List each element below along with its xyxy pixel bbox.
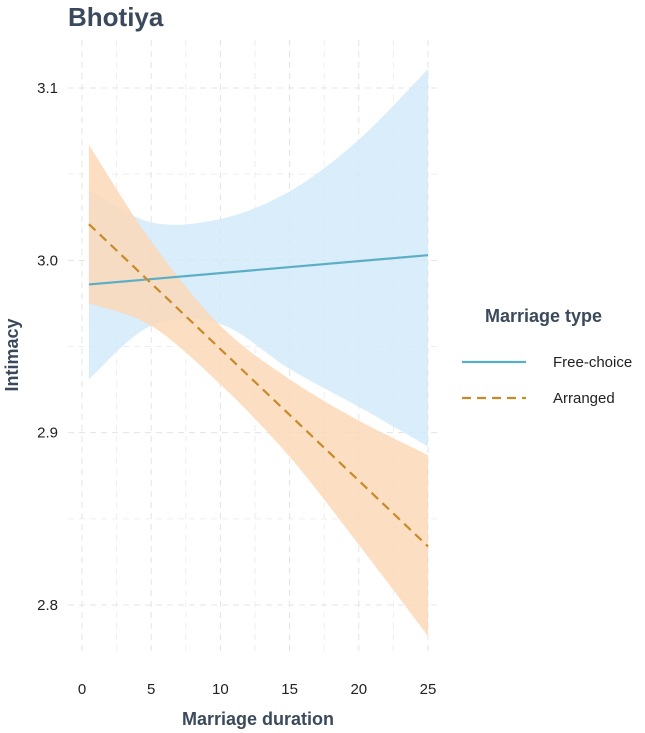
- legend-title: Marriage type: [485, 306, 602, 326]
- y-tick-label: 3.0: [37, 252, 58, 269]
- chart-title: Bhotiya: [68, 2, 164, 32]
- x-axis-ticks: 0 5 10 15 20 25: [78, 681, 437, 698]
- x-tick-label: 15: [281, 681, 298, 698]
- y-tick-label: 2.9: [37, 425, 58, 442]
- legend-label: Free-choice: [553, 354, 632, 371]
- legend-label: Arranged: [553, 390, 615, 407]
- confidence-bands: [88, 69, 429, 636]
- x-tick-label: 0: [78, 681, 86, 698]
- legend: Marriage type Free-choice Arranged: [462, 306, 632, 407]
- x-tick-label: 10: [212, 681, 229, 698]
- series-line-free-choice: [88, 254, 429, 286]
- legend-items: Free-choice Arranged: [462, 354, 632, 407]
- x-tick-label: 25: [420, 681, 437, 698]
- x-tick-label: 5: [147, 681, 155, 698]
- x-axis-title: Marriage duration: [182, 709, 334, 729]
- legend-item-free-choice: Free-choice: [462, 354, 632, 371]
- y-tick-label: 3.1: [37, 80, 58, 97]
- x-tick-label: 20: [350, 681, 367, 698]
- y-axis-title: Intimacy: [2, 318, 22, 391]
- y-tick-label: 2.8: [37, 597, 58, 614]
- confidence-band-free-choice: [88, 69, 429, 447]
- y-axis-ticks: 2.8 2.9 3.0 3.1: [37, 80, 58, 614]
- legend-item-arranged: Arranged: [462, 390, 615, 407]
- confidence-band-arranged: [88, 144, 429, 636]
- series-line-arranged: [88, 223, 429, 548]
- series-lines: [88, 223, 429, 548]
